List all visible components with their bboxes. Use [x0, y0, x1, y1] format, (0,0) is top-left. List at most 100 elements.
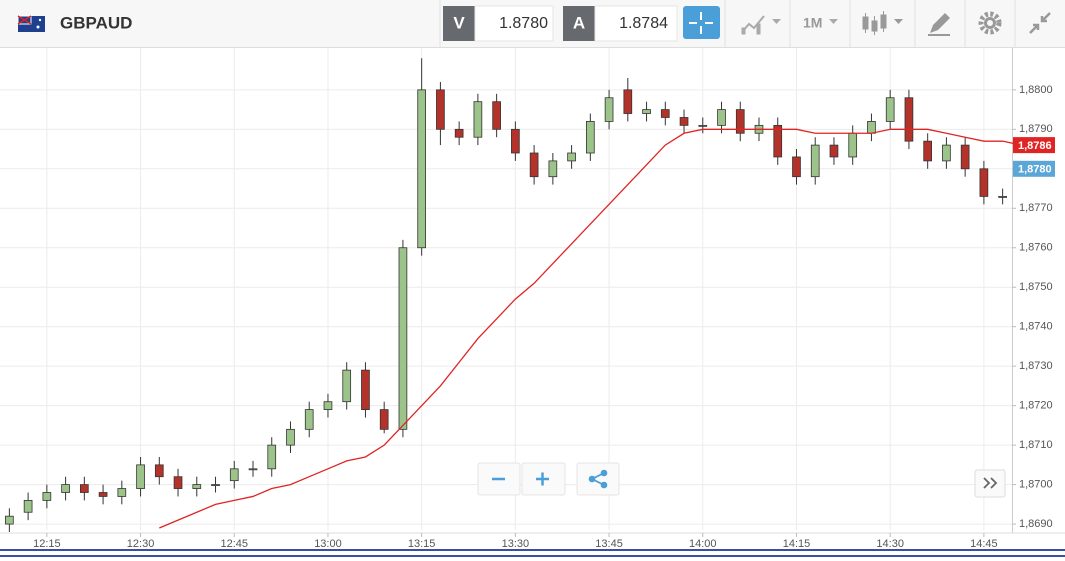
candle-body — [417, 89, 427, 249]
candle-body — [848, 132, 858, 158]
candle-body — [61, 484, 70, 493]
price-marker — [1013, 160, 1055, 177]
candle-body — [267, 444, 277, 470]
x-tick-label: 12:45 — [220, 538, 248, 550]
candle-body — [304, 409, 314, 430]
scroll-end-button[interactable] — [974, 469, 1006, 498]
x-tick-label: 12:15 — [33, 538, 61, 550]
price-marker-label: 1,8786 — [1018, 140, 1052, 152]
settings-button[interactable] — [978, 11, 1002, 35]
candle-body — [323, 401, 333, 410]
share-button[interactable] — [576, 462, 620, 496]
y-tick-label: 1,8730 — [1019, 360, 1053, 372]
candle-body — [79, 484, 89, 493]
collapse-button[interactable] — [1029, 12, 1051, 34]
candle-body — [436, 89, 445, 130]
candle-body — [810, 144, 820, 178]
x-tick-label: 13:45 — [595, 538, 623, 550]
candle-body — [923, 140, 933, 162]
x-tick-label: 13:15 — [408, 538, 436, 550]
x-tick-label: 14:30 — [876, 538, 904, 550]
x-tick-label: 12:30 — [127, 538, 155, 550]
candle-body — [960, 144, 970, 170]
candle-body — [361, 369, 370, 410]
candle-body — [698, 124, 708, 127]
candle-body — [229, 468, 239, 482]
candle-body — [211, 484, 220, 487]
candle-body — [136, 464, 145, 489]
symbol: GBPAUD — [60, 13, 132, 32]
candle-body — [379, 409, 389, 430]
y-tick-label: 1,8690 — [1019, 518, 1053, 530]
candle-body — [604, 97, 614, 122]
separators — [724, 0, 1016, 47]
candle-body — [979, 168, 989, 197]
candle-body — [585, 121, 595, 154]
candle-body — [192, 484, 202, 489]
candle-body — [529, 152, 539, 178]
y-tick-label: 1,8720 — [1019, 400, 1053, 412]
candle-body — [567, 152, 576, 162]
candle-body — [942, 144, 951, 162]
candle-body — [735, 109, 745, 134]
candle-body — [511, 128, 520, 154]
candle-body — [398, 247, 408, 430]
y-tick-label: 1,8770 — [1019, 202, 1053, 214]
candle-body — [792, 156, 801, 178]
candle-body — [829, 144, 839, 158]
candle-body — [660, 109, 670, 118]
candle-body — [492, 101, 501, 130]
timeframe-button[interactable]: 1M — [803, 15, 838, 31]
candle-body — [904, 97, 914, 142]
y-tick-label: 1,8700 — [1019, 479, 1053, 491]
candle-body — [23, 499, 33, 513]
x-tick-label: 14:15 — [783, 538, 811, 550]
candle-body — [5, 515, 14, 525]
ask-price: 1.8784 — [619, 15, 668, 32]
candle-body — [98, 492, 108, 497]
x-tick-label: 14:45 — [970, 538, 998, 550]
y-tick-label: 1,8740 — [1019, 321, 1053, 333]
candle-body — [885, 97, 895, 122]
y-tick-label: 1,8800 — [1019, 84, 1053, 96]
candle-body — [473, 101, 483, 138]
flag-icon — [17, 15, 45, 32]
candle-body — [117, 488, 127, 497]
candle-body — [173, 476, 183, 489]
y-tick-label: 1,8790 — [1019, 123, 1053, 135]
ask-button[interactable] — [563, 6, 595, 41]
candle-body — [623, 89, 633, 114]
crosshair-button[interactable] — [683, 6, 720, 39]
bid-button[interactable] — [443, 6, 475, 41]
bid-label: V — [453, 13, 465, 32]
candle-style-button[interactable] — [862, 11, 903, 35]
bid-price: 1.8780 — [499, 15, 548, 32]
candle-body — [548, 160, 558, 178]
zoom-controls — [477, 462, 1006, 498]
ask-label: A — [573, 13, 585, 32]
draw-button[interactable] — [928, 13, 950, 36]
x-tick-label: 13:00 — [314, 538, 342, 550]
candle-body — [248, 468, 258, 471]
x-tick-label: 13:30 — [502, 538, 530, 550]
chart-type-button[interactable] — [741, 15, 781, 35]
candle-body — [286, 428, 295, 446]
candle-body — [998, 196, 1007, 198]
price-marker-label: 1,8780 — [1018, 164, 1052, 176]
y-tick-label: 1,8750 — [1019, 281, 1053, 293]
moving-average-line — [159, 128, 1022, 529]
candle-body — [642, 109, 651, 114]
x-tick-label: 14:00 — [689, 538, 717, 550]
ask-box — [594, 5, 678, 42]
candle-body — [42, 492, 52, 501]
candle-body — [154, 464, 164, 478]
candle-body — [867, 121, 876, 134]
timeframe: 1M — [803, 15, 822, 31]
bid-box — [474, 5, 554, 42]
candle-body — [717, 109, 726, 126]
candle-body — [454, 128, 464, 138]
candle-body — [679, 117, 689, 126]
candle-body — [342, 369, 352, 403]
